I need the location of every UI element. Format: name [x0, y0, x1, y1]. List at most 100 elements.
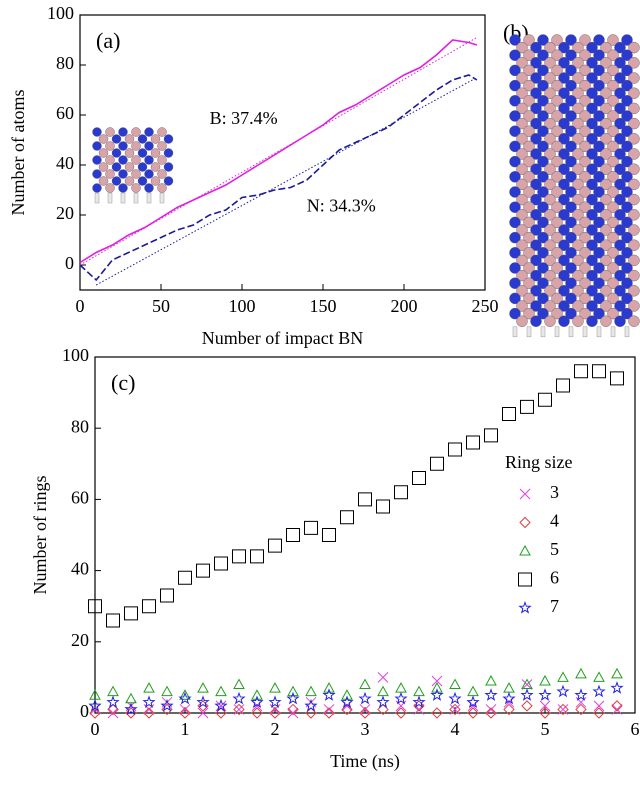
atom — [614, 254, 626, 267]
atom — [579, 247, 591, 259]
legend-label: 3 — [550, 482, 559, 502]
atom — [593, 155, 605, 168]
atom — [150, 134, 161, 144]
legend-marker — [519, 516, 531, 529]
atom — [586, 269, 598, 282]
point — [574, 364, 588, 379]
point — [232, 549, 246, 564]
atom — [118, 127, 128, 137]
atom — [516, 87, 528, 99]
atom — [572, 102, 584, 115]
atom — [523, 171, 535, 183]
point — [142, 695, 156, 708]
point — [376, 499, 390, 514]
legend-marker — [518, 572, 532, 587]
hydrogen — [146, 192, 152, 204]
atom — [593, 277, 605, 289]
point — [413, 685, 425, 697]
plot-frame — [94, 356, 636, 714]
x-tick-label: 100 — [229, 296, 256, 316]
atom — [558, 163, 570, 175]
point — [538, 392, 552, 407]
atom — [607, 307, 619, 320]
data-line — [79, 74, 478, 282]
point — [502, 406, 516, 421]
point — [179, 689, 191, 700]
atom — [157, 141, 167, 151]
atom — [607, 277, 619, 289]
atom — [537, 64, 549, 77]
x-tick-label: 3 — [361, 719, 370, 739]
atom — [586, 178, 598, 191]
point — [250, 695, 264, 708]
atom — [530, 117, 542, 130]
point — [503, 703, 515, 716]
point — [557, 704, 569, 715]
point — [395, 682, 407, 693]
atom — [516, 133, 528, 145]
point — [341, 689, 353, 700]
atom — [544, 178, 556, 191]
x-tick-label: 200 — [391, 296, 418, 316]
atom — [558, 57, 570, 69]
atom — [607, 186, 619, 198]
point — [214, 698, 228, 712]
point — [575, 703, 587, 716]
point — [107, 703, 119, 716]
point — [196, 695, 210, 708]
atom — [537, 79, 549, 92]
point — [610, 681, 624, 694]
atom — [558, 315, 570, 327]
x-tick-label: 1 — [181, 719, 190, 739]
atom — [614, 315, 626, 327]
point — [323, 704, 335, 715]
atom — [621, 247, 633, 259]
atom — [551, 110, 563, 122]
legend-label: 6 — [550, 568, 559, 588]
atom — [614, 209, 626, 221]
atom — [600, 57, 612, 69]
atom — [509, 216, 521, 229]
atom — [544, 193, 556, 206]
atom — [586, 315, 598, 327]
atom — [593, 125, 605, 137]
atom — [593, 186, 605, 198]
x-tick-label: 5 — [541, 719, 550, 739]
atom — [593, 292, 605, 305]
point — [197, 682, 209, 693]
atom — [544, 209, 556, 221]
atom — [118, 183, 128, 193]
atom — [105, 169, 115, 179]
atom — [111, 162, 122, 172]
point — [124, 606, 138, 621]
y-tick-label: 0 — [80, 701, 89, 721]
atom — [131, 155, 141, 165]
atom — [572, 300, 584, 312]
atom — [530, 178, 542, 191]
point — [377, 685, 389, 697]
atom — [614, 148, 626, 160]
atom — [565, 140, 577, 153]
point — [503, 682, 515, 693]
atom — [137, 162, 148, 172]
atom — [607, 34, 619, 46]
atom — [579, 307, 591, 320]
point — [214, 556, 228, 571]
legend-label: 7 — [550, 596, 559, 616]
atom — [565, 277, 577, 289]
atom — [98, 134, 109, 144]
hydrogen — [107, 192, 113, 204]
atom — [586, 41, 598, 54]
annotation: N: 34.3% — [307, 196, 376, 216]
atom — [551, 49, 563, 61]
atom — [544, 102, 556, 115]
panel-label: (a) — [96, 28, 120, 53]
y-tick-label: 60 — [71, 488, 89, 508]
atom — [157, 169, 167, 179]
x-axis-label: Time (ns) — [330, 751, 400, 772]
atom — [516, 224, 528, 236]
atom — [614, 224, 626, 236]
point — [377, 703, 389, 716]
atom — [509, 171, 521, 183]
atom — [516, 239, 528, 251]
